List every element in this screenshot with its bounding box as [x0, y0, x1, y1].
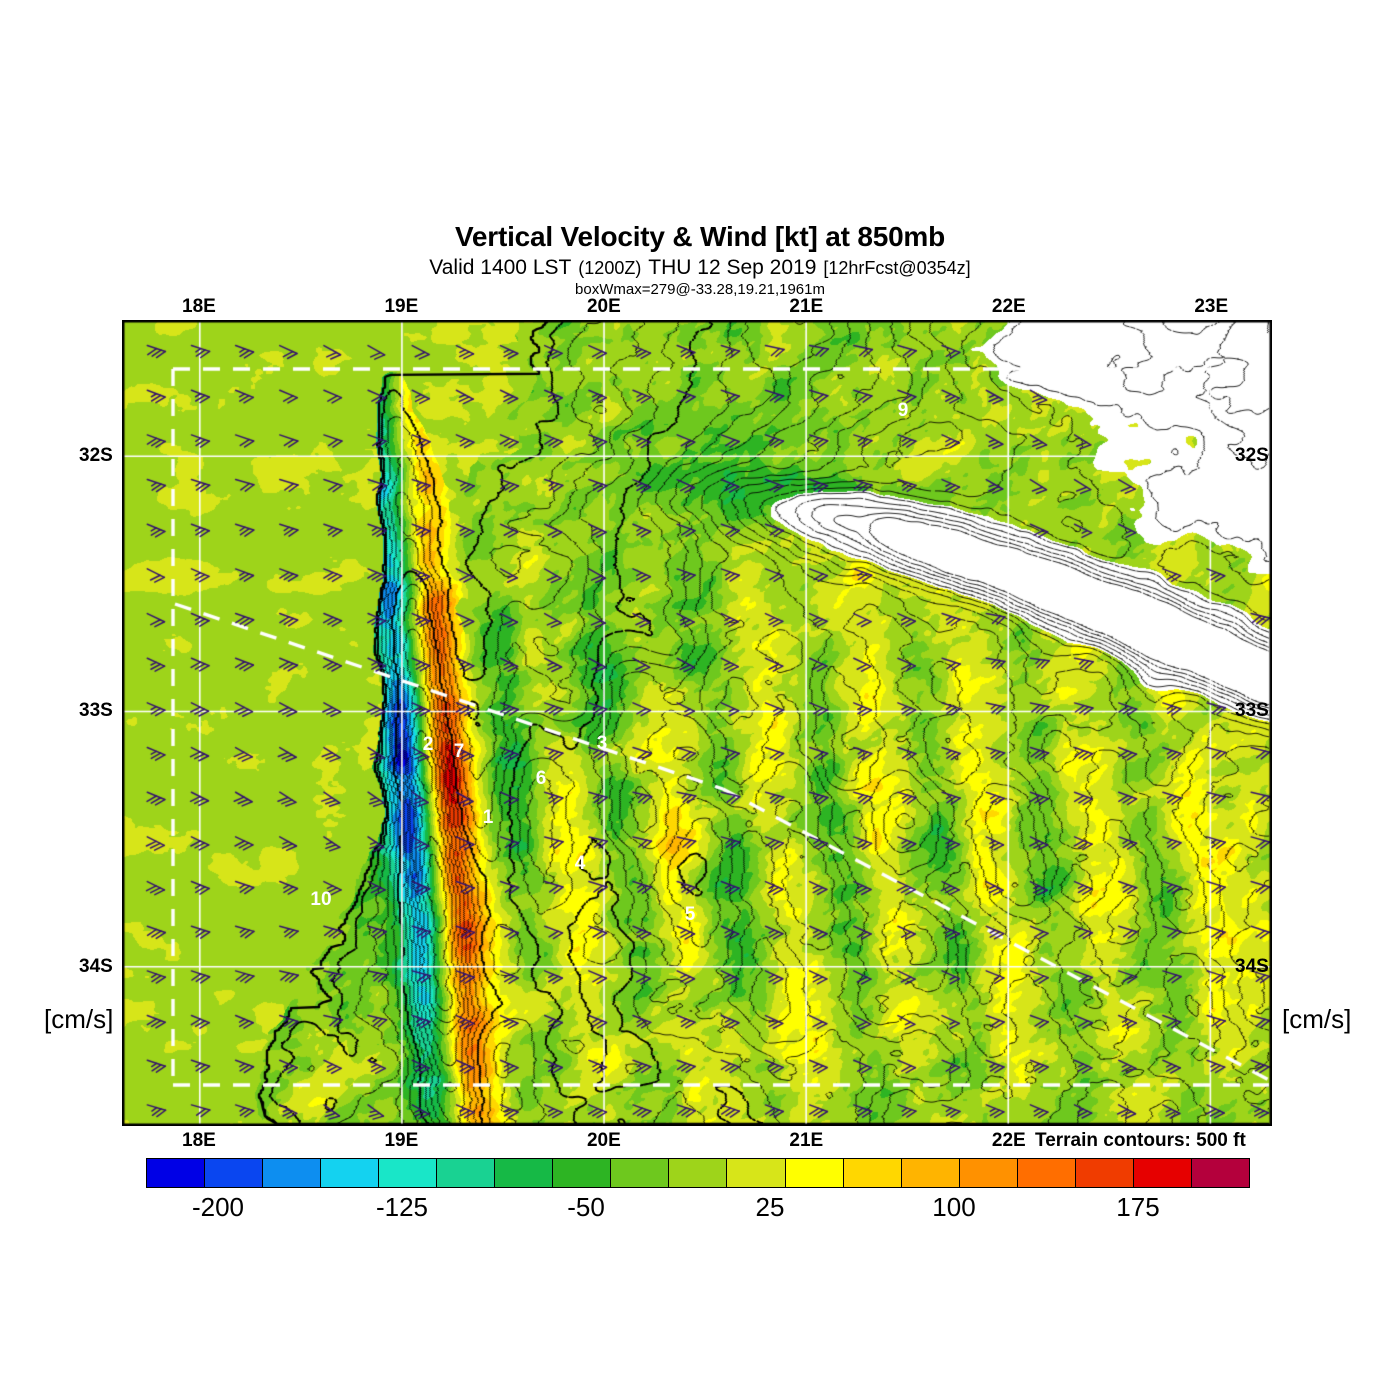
valid-day: THU 12 Sep 2019 [648, 256, 817, 280]
colorbar-swatch-12 [843, 1159, 902, 1187]
map-plot-area[interactable] [122, 320, 1272, 1126]
lat-left-tick-32S: 32S [79, 444, 113, 466]
lon-bot-tick-21E: 21E [789, 1130, 824, 1151]
vertical-velocity-field [123, 321, 1271, 1125]
lon-bot-tick-18E: 18E [182, 1130, 216, 1151]
boxwmax-annotation: boxWmax=279@-33.28,19.21,1961m [575, 281, 825, 299]
colorbar-swatch-18 [1191, 1159, 1249, 1187]
page-title: Vertical Velocity & Wind [kt] at 850mb [454, 221, 946, 252]
colorbar-tick--50: -50 [567, 1192, 605, 1222]
colorbar-swatch-10 [727, 1159, 786, 1187]
lat-left-tick-34S: 34S [79, 956, 113, 978]
lat-right-tick-34S: 34S [1235, 956, 1269, 978]
unit-label-left: [cm/s] [44, 1004, 114, 1034]
colorbar-tick--125: -125 [375, 1192, 429, 1222]
colorbar-swatch-2 [263, 1159, 322, 1187]
lat-right-tick-32S: 32S [1235, 444, 1269, 466]
lon-top-tick-22E: 22E [991, 296, 1026, 317]
lon-top-tick-23E: 23E [1194, 296, 1229, 317]
lat-right-tick-33S: 33S [1235, 700, 1269, 722]
colorbar-swatch-13 [901, 1159, 960, 1187]
colorbar-tick-175: 175 [1116, 1192, 1160, 1222]
colorbar-swatch-16 [1075, 1159, 1134, 1187]
colorbar-swatch-4 [379, 1159, 438, 1187]
valid-time-subtitle: Valid 1400 LST (1200Z) THU 12 Sep 2019 [… [0, 252, 1400, 280]
lon-bot-tick-22E: 22E [991, 1130, 1026, 1151]
colorbar-swatch-15 [1017, 1159, 1076, 1187]
colorbar-swatch-3 [321, 1159, 380, 1187]
lon-top-tick-18E: 18E [182, 296, 216, 317]
lon-top-tick-20E: 20E [586, 296, 621, 317]
colorbar-swatch-5 [437, 1159, 496, 1187]
valid-prefix: Valid 1400 LST [429, 256, 572, 280]
colorbar-tick--200: -200 [191, 1192, 245, 1222]
colorbar-tick-25: 25 [755, 1192, 785, 1222]
lat-left-tick-33S: 33S [79, 700, 113, 722]
lon-top-tick-21E: 21E [789, 296, 824, 317]
colorbar-swatch-1 [205, 1159, 264, 1187]
colorbar[interactable] [146, 1158, 1250, 1188]
colorbar-swatch-8 [611, 1159, 670, 1187]
colorbar-swatch-6 [495, 1159, 554, 1187]
colorbar-swatch-11 [785, 1159, 844, 1187]
colorbar-swatch-14 [959, 1159, 1018, 1187]
colorbar-swatch-9 [669, 1159, 728, 1187]
terrain-contour-note: Terrain contours: 500 ft [1035, 1130, 1246, 1151]
title-block: Vertical Velocity & Wind [kt] at 850mb V… [0, 221, 1400, 299]
lon-bot-tick-19E: 19E [384, 1130, 419, 1151]
colorbar-swatch-7 [553, 1159, 612, 1187]
unit-label-right: [cm/s] [1282, 1004, 1352, 1034]
lon-bot-tick-20E: 20E [586, 1130, 621, 1151]
valid-utc: (1200Z) [578, 258, 642, 279]
colorbar-swatch-17 [1133, 1159, 1192, 1187]
lon-top-tick-19E: 19E [384, 296, 419, 317]
colorbar-tick-100: 100 [932, 1192, 976, 1222]
forecast-tag: [12hrFcst@0354z] [823, 258, 971, 279]
colorbar-swatch-0 [147, 1159, 206, 1187]
